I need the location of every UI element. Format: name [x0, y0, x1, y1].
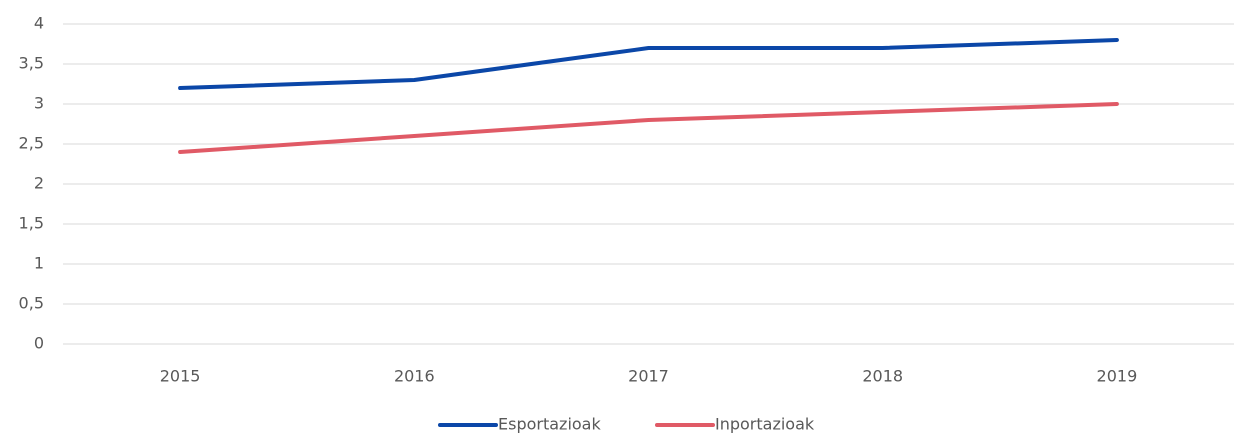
y-tick-label: 0,5	[19, 294, 44, 313]
y-tick-label: 3,5	[19, 54, 44, 73]
x-tick-label: 2018	[862, 367, 903, 386]
series-line	[178, 102, 1119, 154]
x-tick-label: 2016	[394, 367, 435, 386]
y-tick-label: 0	[34, 334, 44, 353]
series-line	[178, 38, 1119, 90]
y-tick-label: 2	[34, 174, 44, 193]
x-tick-label: 2015	[160, 367, 201, 386]
legend-label: Inportazioak	[715, 415, 815, 434]
y-tick-label: 1	[34, 254, 44, 273]
y-tick-label: 2,5	[19, 134, 44, 153]
x-tick-label: 2019	[1097, 367, 1138, 386]
y-tick-label: 3	[34, 94, 44, 113]
x-tick-label: 2017	[628, 367, 669, 386]
y-tick-label: 4	[34, 14, 44, 33]
legend-label: Esportazioak	[498, 415, 601, 434]
y-tick-label: 1,5	[19, 214, 44, 233]
